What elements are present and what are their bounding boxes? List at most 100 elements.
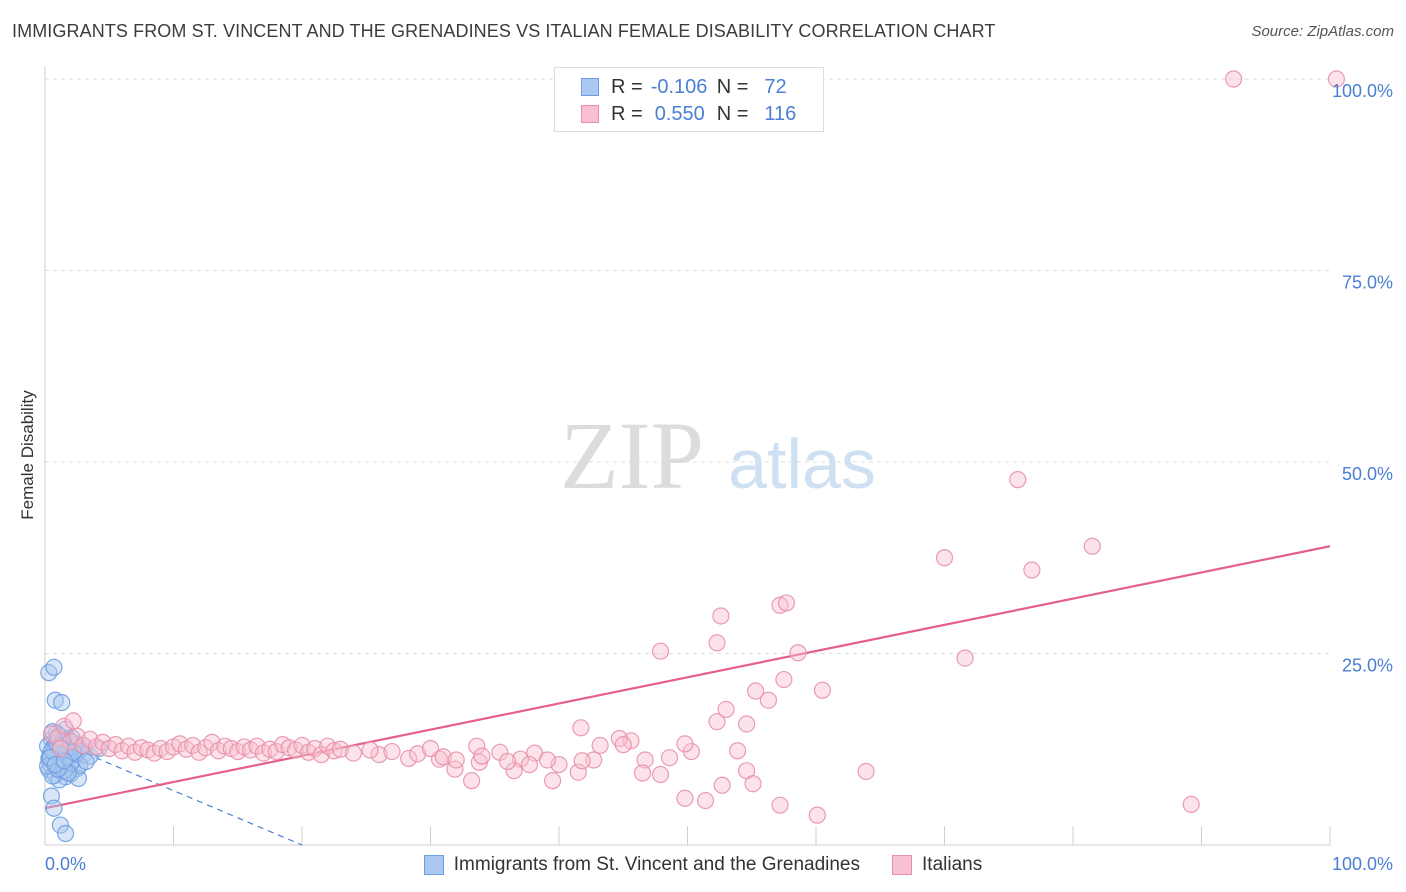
blue-swatch [581,78,599,96]
italians-point [344,744,362,762]
n-value: 116 [764,102,797,125]
italians-point [717,700,735,719]
source-label: Source: ZipAtlas.com [1251,23,1394,40]
italians-point [499,752,517,771]
italians-point [636,751,654,769]
axes [44,66,1331,846]
italians-point [421,739,440,758]
legend-item-immigrants[interactable]: Immigrants from St. Vincent and the Gren… [423,854,861,876]
italians-point [325,742,343,760]
italians-point [696,791,715,810]
immigrants-point [69,769,88,787]
italians-point [857,762,875,781]
italians-point [409,745,427,763]
italians-point [383,742,401,761]
italians-point [543,772,562,790]
italians-trend-line [44,545,1331,810]
r-label: R = [611,102,643,125]
r-value: -0.106 [650,75,708,98]
italians-point [361,741,379,759]
italians-point [747,682,765,700]
italians-point [789,644,807,662]
italians-point [759,691,778,709]
immigrants-point [51,816,70,834]
italians-point [651,765,670,784]
italians-point [538,751,557,769]
n-label: N = [716,102,749,125]
y-axis-label: Female Disability [18,390,37,520]
series-legend: Immigrants from St. Vincent and the Gren… [0,852,1406,878]
italians-point [572,719,590,737]
italians-point [935,549,954,567]
italians-point [400,749,418,768]
n-value: 72 [764,75,787,98]
italians-point [712,607,730,625]
blue-swatch [423,855,444,875]
n-label: N = [716,75,749,98]
x-tick-label: 100.0% [1332,854,1393,874]
italians-point [248,737,266,755]
watermark-atlas: atlas [728,425,876,503]
watermark: ZIP atlas [560,402,876,509]
italians-point [573,752,591,770]
grid-lines [45,78,1330,654]
legend-label-immigrants: Immigrants from St. Vincent and the Gren… [453,854,861,875]
r-label: R = [611,75,643,98]
italians-point [713,776,731,794]
italians-point [473,747,491,765]
italians-point [51,739,70,758]
italians-point [676,735,694,753]
stats-row-blue: R = -0.106 N = 72 [581,74,787,100]
pink-swatch [581,105,599,123]
tick-labels: 25.0% 50.0% 75.0% 100.0% 0.0% 100.0% [45,81,1393,874]
italians-point [708,713,726,731]
italians-point [1225,70,1243,88]
immigrants-point [45,658,63,676]
italians-point [370,746,388,764]
italians-point [293,736,311,755]
italians-point [738,715,756,733]
italians-point [614,736,632,754]
immigrants-point [53,693,71,712]
legend-label-italians: Italians [922,854,983,875]
legend-item-italians[interactable]: Italians [892,854,982,876]
italians-point [1009,471,1027,489]
italians-point [94,733,112,751]
y-tick-label: 50.0% [1342,464,1393,484]
immigrants-point [46,755,64,774]
italians-point [74,736,93,755]
italians-point [1023,561,1041,579]
italians-point [956,649,974,667]
data-points [38,70,1346,843]
pink-swatch [892,855,913,875]
watermark-zip: ZIP [560,402,704,509]
italians-point [1182,795,1200,814]
italians-point [651,642,670,660]
italians-point [64,712,82,730]
italians-point [520,755,539,774]
italians-point [775,670,793,689]
italians-point [591,736,609,755]
y-tick-label: 25.0% [1342,656,1393,676]
italians-point [729,742,747,760]
italians-point [267,742,285,761]
y-tick-label: 75.0% [1342,273,1393,293]
immigrants-point [56,824,75,843]
r-value: 0.550 [654,102,705,125]
immigrants-point [45,799,63,817]
italians-point [813,681,832,699]
italians-point [184,736,202,755]
italians-point [119,737,138,755]
italians-point [331,740,350,758]
y-tick-label: 100.0% [1332,81,1393,101]
italians-point [771,796,789,814]
italians-point [708,634,726,652]
italians-point [434,748,452,766]
italians-point [744,775,762,793]
italians-point [463,772,481,790]
x-tick-label: 0.0% [45,854,86,874]
italians-point [633,764,652,782]
chart-title: IMMIGRANTS FROM ST. VINCENT AND THE GREN… [12,21,996,41]
italians-point [107,736,125,754]
